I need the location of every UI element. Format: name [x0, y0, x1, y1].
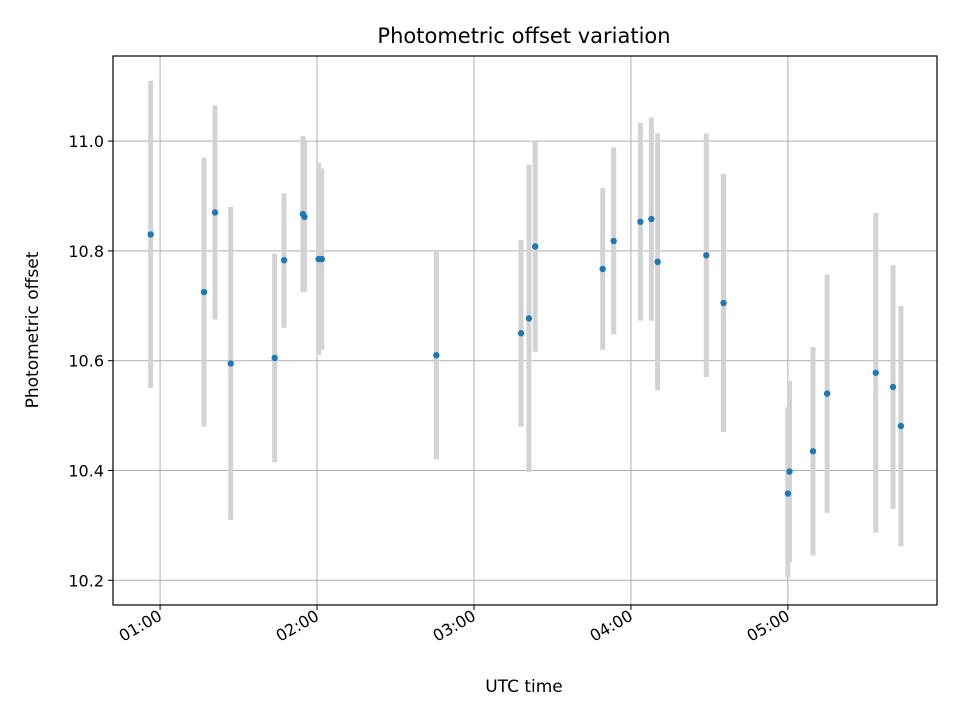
data-point	[823, 390, 831, 397]
data-point	[897, 422, 905, 430]
data-point	[809, 448, 817, 455]
data-point	[147, 231, 154, 238]
plot-frame	[112, 55, 938, 606]
data-point	[599, 265, 606, 273]
data-point	[433, 352, 440, 359]
data-point	[517, 330, 525, 337]
data-point	[271, 354, 278, 362]
data-point	[786, 468, 793, 475]
data-point	[637, 218, 644, 225]
data-point	[703, 252, 710, 259]
data-point	[280, 257, 288, 264]
y-tick-label: 10.6	[68, 352, 104, 371]
data-point	[654, 258, 661, 266]
data-point	[301, 213, 308, 221]
data-point	[610, 237, 617, 245]
data-point	[200, 288, 208, 296]
data-points	[147, 209, 905, 497]
y-tick-label: 11.0	[68, 132, 104, 151]
data-point	[227, 360, 234, 367]
y-axis-label: Photometric offset	[23, 251, 43, 408]
y-tick-label: 10.8	[68, 242, 104, 261]
data-point	[720, 299, 727, 307]
data-point	[532, 243, 539, 250]
y-tick-label: 10.4	[68, 461, 104, 480]
data-point	[872, 369, 879, 376]
data-point	[211, 209, 219, 216]
data-point	[784, 490, 792, 497]
x-axis-label: UTC time	[485, 677, 563, 697]
y-axis: 10.2 10.4 10.6 10.8 11.0	[68, 132, 113, 590]
chart-title: Photometric offset variation	[377, 24, 670, 48]
data-point	[318, 255, 325, 263]
data-point	[525, 315, 533, 322]
y-tick-label: 10.2	[68, 571, 104, 590]
data-point	[889, 383, 897, 391]
data-point	[648, 215, 655, 223]
